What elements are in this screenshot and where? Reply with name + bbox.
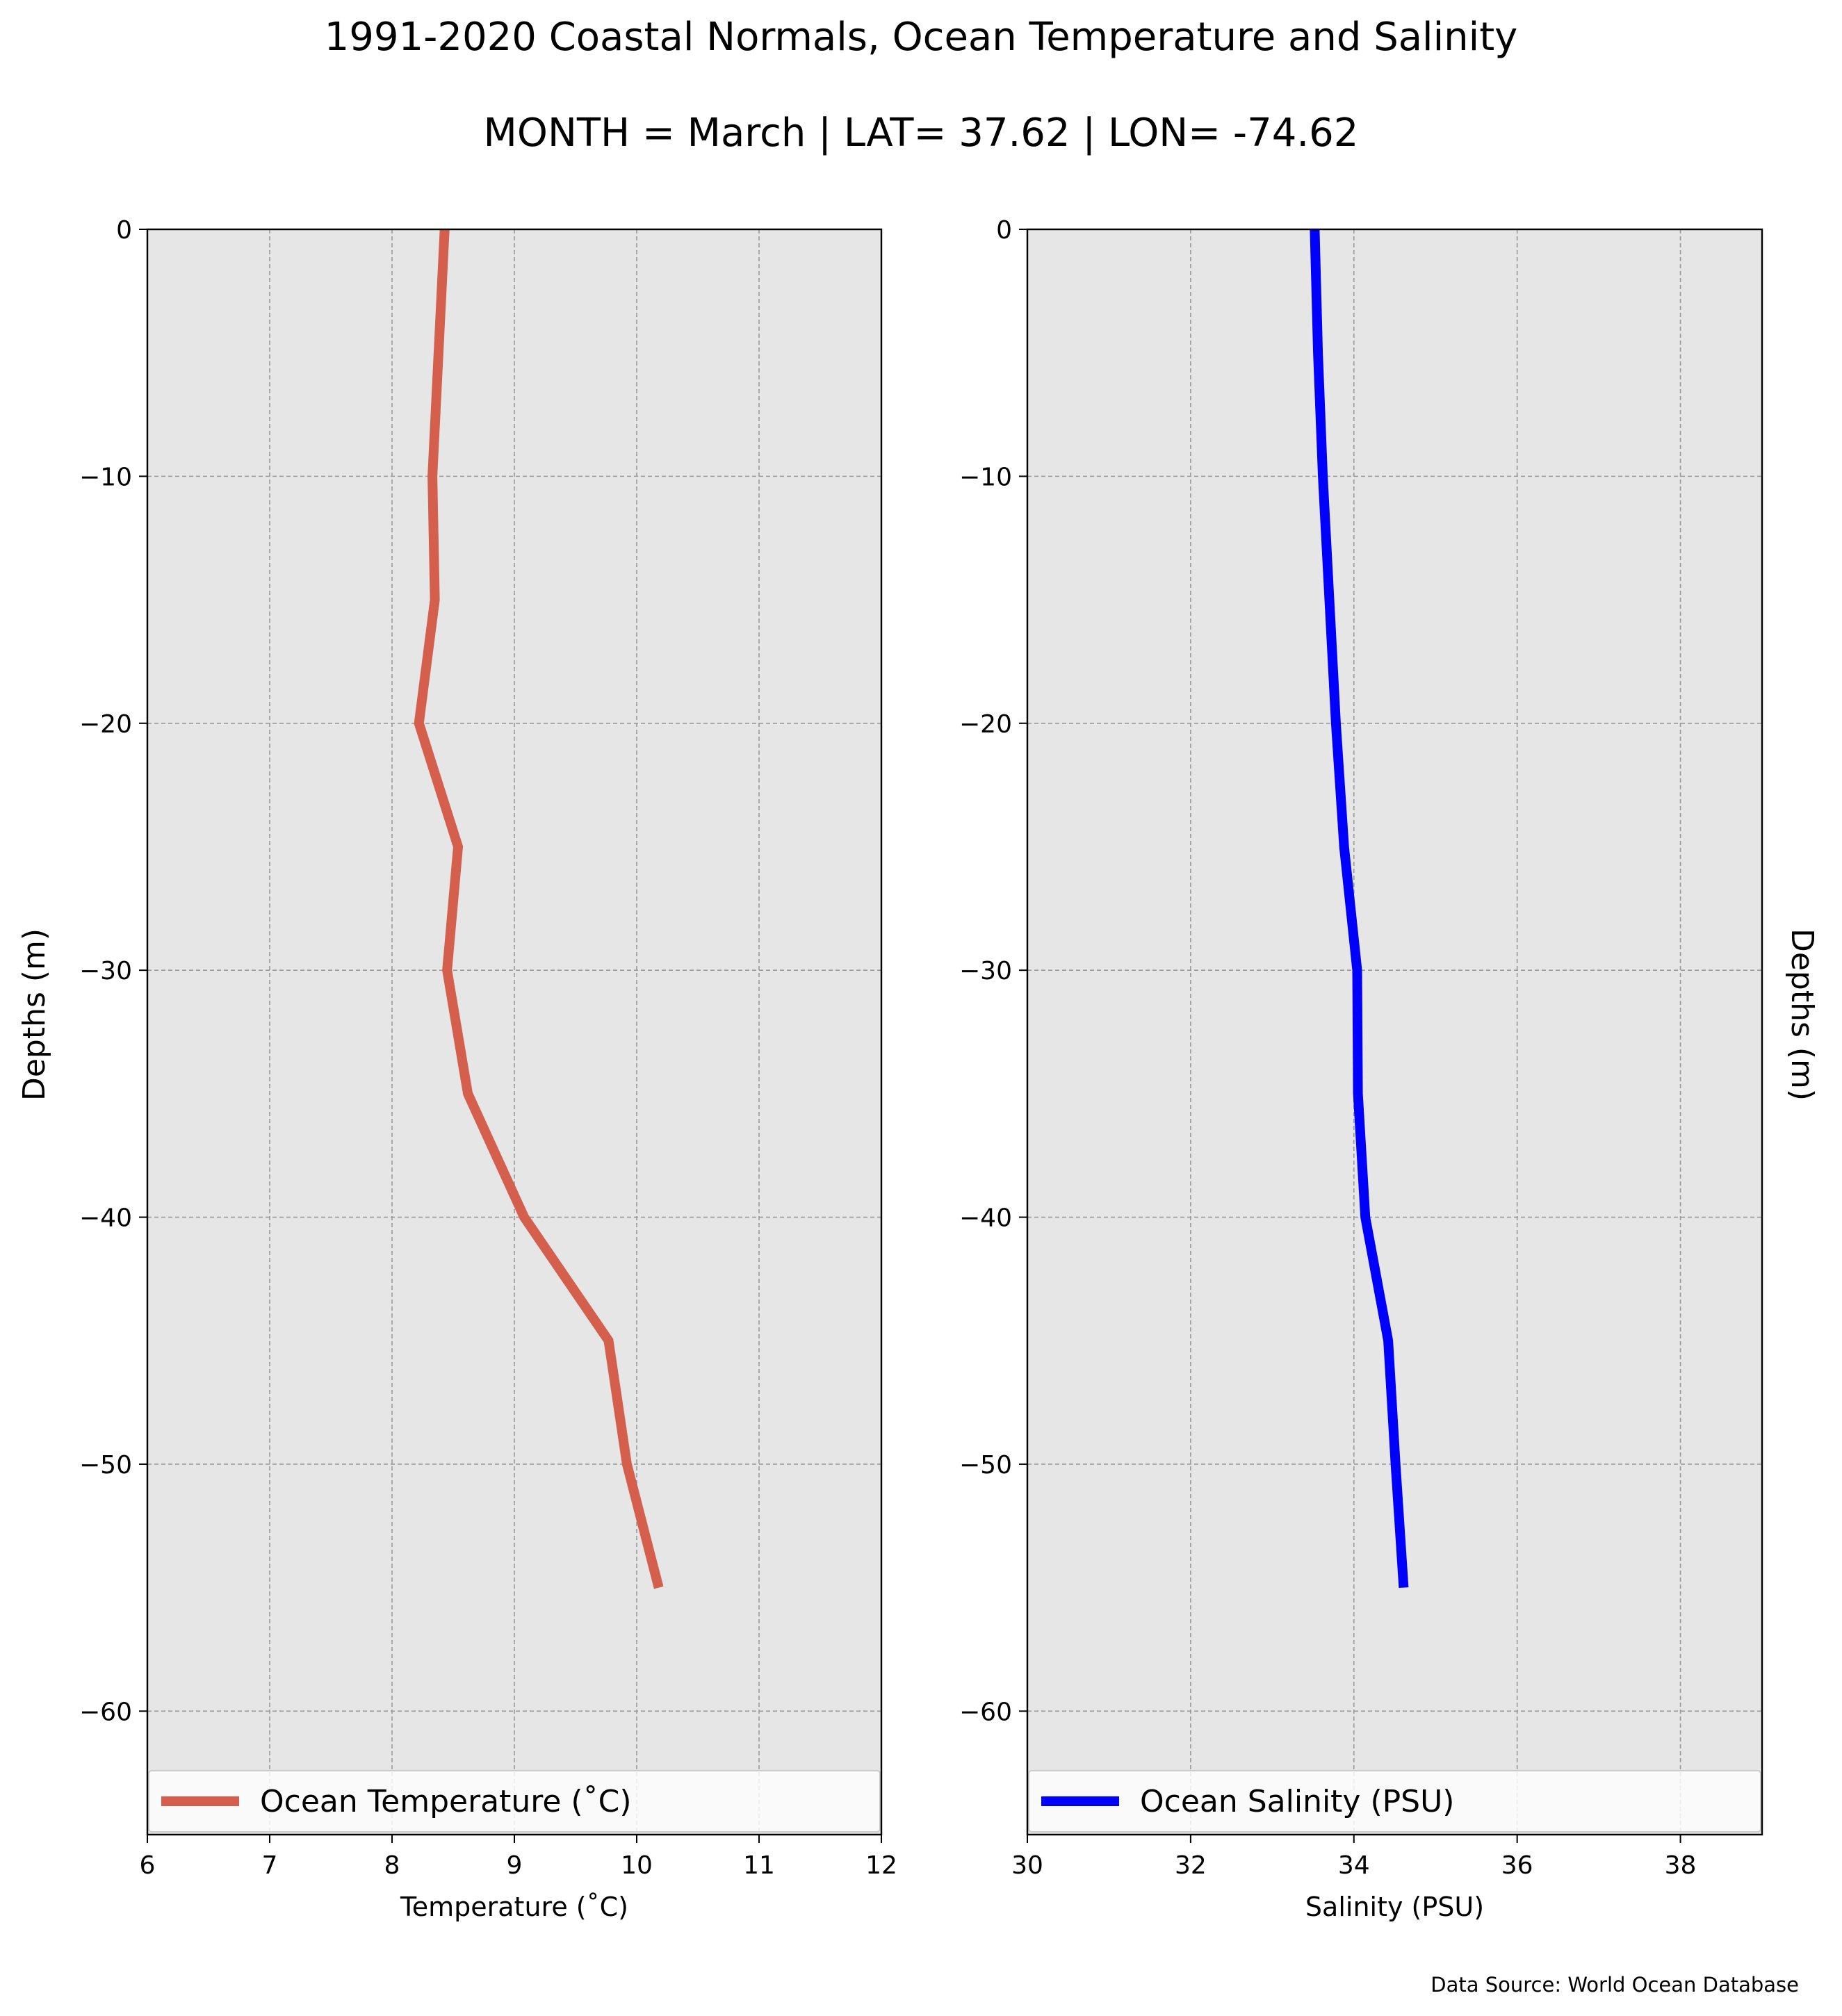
y-tick-label: −10 (79, 463, 132, 491)
y-tick-label: −60 (959, 1698, 1012, 1726)
temperature-legend: Ocean Temperature (˚C) (148, 1770, 881, 1833)
salinity-legend: Ocean Salinity (PSU) (1028, 1770, 1761, 1833)
y-tick-label: −50 (959, 1451, 1012, 1480)
y-tick-label: 0 (996, 216, 1012, 245)
legend-label: Ocean Salinity (PSU) (1140, 1784, 1454, 1819)
legend-label: Ocean Temperature (˚C) (260, 1784, 632, 1819)
y-tick-label: −40 (959, 1204, 1012, 1233)
y-tick-label: 0 (116, 216, 132, 245)
salinity-plot-area (1027, 229, 1762, 1835)
chart-subtitle: MONTH = March | LAT= 37.62 | LON= -74.62 (484, 110, 1359, 156)
x-tick-label: 10 (621, 1851, 653, 1880)
salinity-axes-frame (1026, 228, 1763, 1836)
y-tick-label: −50 (79, 1451, 132, 1480)
x-tick-label: 38 (1665, 1851, 1697, 1880)
x-tick-label: 6 (140, 1851, 156, 1880)
y-tick-label: −10 (959, 463, 1012, 491)
temperature-xlabel: Temperature (˚C) (400, 1892, 628, 1922)
x-tick-label: 7 (262, 1851, 278, 1880)
y-tick-label: −40 (79, 1204, 132, 1233)
x-tick-label: 34 (1338, 1851, 1370, 1880)
salinity-panel: Ocean Salinity (PSU) 30 32 34 36 38 0 −10 −20 −30… (959, 216, 1763, 1922)
right-ylabel: Depths (m) (1784, 928, 1820, 1101)
y-tick-label: −20 (959, 710, 1012, 739)
left-ylabel: Depths (m) (17, 928, 52, 1101)
salinity-series-line (1310, 229, 1409, 1589)
x-tick-label: 8 (384, 1851, 400, 1880)
y-tick-label: −30 (79, 957, 132, 985)
salinity-xlabel: Salinity (PSU) (1305, 1892, 1484, 1922)
data-source: Data Source: World Ocean Database (1431, 1973, 1799, 1997)
temperature-series-line (414, 229, 664, 1589)
chart-title: 1991-2020 Coastal Normals, Ocean Tempera… (325, 15, 1518, 60)
x-tick-label: 32 (1175, 1851, 1207, 1880)
temperature-panel: Ocean Temperature (˚C) 6 7 8 9 10 11 12 0 −10 −20 −… (79, 216, 897, 1922)
x-tick-label: 36 (1501, 1851, 1533, 1880)
y-tick-label: −20 (79, 710, 132, 739)
x-tick-label: 9 (507, 1851, 523, 1880)
y-tick-label: −60 (79, 1698, 132, 1726)
legend-frame (1028, 1770, 1761, 1833)
legend-frame (148, 1770, 881, 1833)
x-tick-label: 11 (743, 1851, 775, 1880)
y-tick-label: −30 (959, 957, 1012, 985)
x-tick-label: 30 (1011, 1851, 1043, 1880)
x-tick-label: 12 (865, 1851, 897, 1880)
